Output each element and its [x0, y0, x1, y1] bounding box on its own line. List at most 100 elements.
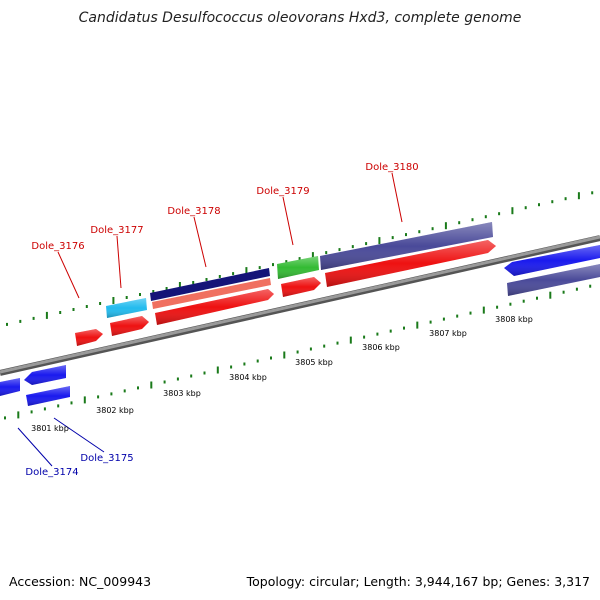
major-tick: [416, 321, 419, 329]
minor-tick: [429, 320, 432, 324]
major-tick: [349, 336, 352, 344]
minor-tick: [589, 284, 592, 288]
minor-tick: [296, 350, 299, 354]
minor-tick: [110, 392, 113, 396]
major-tick: [216, 366, 219, 374]
minor-tick: [270, 356, 272, 360]
major-tick: [577, 192, 580, 200]
minor-tick: [391, 236, 394, 240]
minor-tick: [376, 332, 379, 336]
scale-label: 3807 kbp: [429, 329, 467, 338]
scale-label: 3802 kbp: [96, 406, 134, 415]
minor-tick: [6, 322, 8, 326]
minor-tick: [230, 365, 233, 369]
scale-label: 3806 kbp: [362, 343, 400, 352]
major-tick: [17, 411, 20, 419]
feature-purple-bar[interactable]: [320, 222, 493, 270]
minor-tick: [562, 290, 565, 294]
gene-Dole_3180[interactable]: [325, 240, 496, 287]
minor-tick: [232, 272, 235, 276]
feature-light-blue-box[interactable]: [106, 298, 147, 318]
minor-tick: [285, 260, 288, 264]
minor-tick: [522, 299, 525, 303]
gene-label-Dole_3177[interactable]: Dole_3177: [90, 225, 143, 236]
feature-salmon-bar[interactable]: [152, 278, 271, 309]
minor-tick: [30, 410, 33, 414]
minor-tick: [431, 227, 434, 231]
gene-Dole_3178[interactable]: [155, 289, 274, 325]
major-tick: [511, 207, 514, 215]
minor-tick: [363, 335, 366, 339]
gene-Dole_3174[interactable]: [0, 378, 20, 396]
minor-tick: [323, 344, 326, 348]
minor-tick: [325, 251, 328, 255]
major-tick: [311, 252, 314, 260]
gene-label-Dole_3180[interactable]: Dole_3180: [365, 162, 418, 173]
minor-tick: [125, 296, 128, 299]
gene-label-Dole_3175[interactable]: Dole_3175: [80, 453, 133, 464]
minor-tick: [218, 275, 221, 278]
minor-tick: [338, 248, 341, 252]
minor-tick: [256, 359, 259, 363]
topology-label: Topology: circular; Length: 3,944,167 bp…: [246, 574, 590, 589]
minor-tick: [309, 347, 312, 351]
feature-purple-bar-right[interactable]: [507, 264, 600, 296]
minor-tick: [165, 287, 168, 290]
minor-tick: [4, 416, 6, 420]
minor-tick: [57, 404, 60, 408]
gene-Dole_3177[interactable]: [110, 316, 149, 336]
minor-tick: [551, 200, 554, 204]
minor-tick: [298, 257, 301, 261]
minor-tick: [509, 302, 512, 306]
minor-tick: [456, 314, 459, 318]
gene-label-Dole_3176[interactable]: Dole_3176: [31, 241, 84, 252]
feature-green-box[interactable]: [277, 256, 319, 279]
minor-tick: [498, 212, 501, 216]
minor-tick: [272, 263, 274, 267]
minor-tick: [471, 218, 474, 222]
minor-tick: [97, 395, 100, 399]
scale-label: 3808 kbp: [495, 315, 533, 324]
gene-label-Dole_3179[interactable]: Dole_3179: [256, 186, 309, 197]
minor-tick: [59, 311, 62, 314]
minor-tick: [163, 380, 166, 384]
minor-tick: [538, 203, 540, 207]
feature-navy-bar[interactable]: [150, 268, 270, 301]
major-tick: [245, 267, 248, 275]
upper-tick-row: [6, 191, 594, 326]
major-tick: [45, 311, 48, 319]
minor-tick: [243, 362, 246, 366]
minor-tick: [99, 302, 102, 305]
page-title: Candidatus Desulfococcus oleovorans Hxd3…: [79, 10, 522, 26]
minor-tick: [192, 281, 195, 284]
minor-tick: [32, 316, 35, 320]
major-tick: [549, 291, 552, 299]
minor-tick: [190, 374, 193, 378]
scale-label: 3801 kbp: [31, 424, 69, 433]
gene-Dole_3175[interactable]: [24, 365, 70, 406]
major-tick: [378, 237, 381, 245]
minor-tick: [591, 191, 594, 195]
minor-tick: [389, 329, 392, 333]
gene-Dole_3179[interactable]: [281, 277, 321, 297]
minor-tick: [418, 230, 421, 234]
minor-tick: [365, 242, 368, 246]
minor-tick: [152, 290, 155, 293]
minor-tick: [205, 278, 208, 281]
scale-label: 3803 kbp: [163, 389, 201, 398]
gene-Dole_3176[interactable]: [75, 329, 103, 346]
minor-tick: [458, 221, 461, 225]
gene-label-Dole_3178[interactable]: Dole_3178: [167, 206, 220, 217]
minor-tick: [484, 215, 487, 219]
minor-tick: [536, 296, 538, 300]
major-tick: [178, 282, 181, 289]
major-tick: [444, 222, 447, 230]
gene-label-Dole_3174[interactable]: Dole_3174: [25, 467, 78, 478]
minor-tick: [70, 401, 73, 405]
minor-tick: [43, 407, 46, 411]
feature-blue-arrow-right[interactable]: [504, 245, 600, 276]
major-tick: [83, 396, 86, 404]
minor-tick: [336, 341, 339, 345]
minor-tick: [496, 305, 499, 309]
